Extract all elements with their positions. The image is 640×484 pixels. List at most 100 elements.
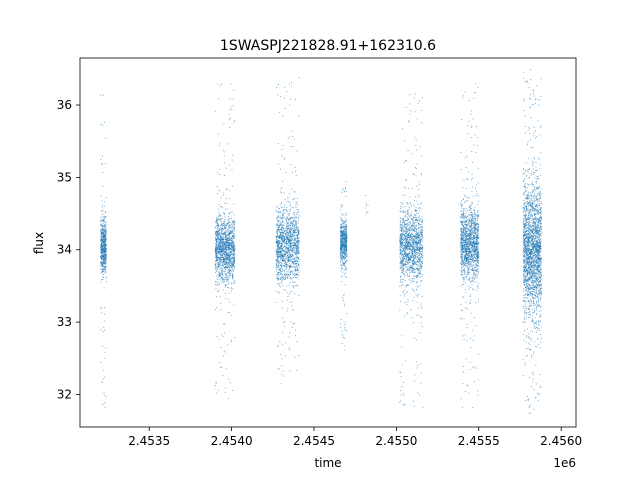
data-point [103,320,105,322]
data-point [220,246,222,248]
data-point [291,266,293,268]
data-point [220,281,222,283]
data-point [219,246,221,248]
data-point [221,207,223,209]
data-point [405,292,407,294]
data-point [223,220,225,222]
data-point [286,238,288,240]
data-point [281,227,283,229]
data-point [104,263,106,265]
data-point [278,111,280,113]
data-point [102,274,105,276]
data-point [276,265,278,267]
data-point [280,373,283,375]
data-point [281,281,283,283]
data-point [342,333,344,335]
data-point [400,252,402,254]
data-point [218,243,221,245]
data-point [231,283,233,285]
data-point [228,276,230,278]
data-point [219,274,222,277]
data-point [276,224,278,226]
data-point [216,224,218,226]
data-point [232,262,234,264]
data-point [293,236,295,238]
data-point [291,246,293,248]
data-point [286,277,288,279]
data-point [341,219,343,221]
data-point [224,266,226,268]
data-point [416,367,418,369]
data-point [345,267,347,269]
data-point [279,247,281,249]
data-point [419,262,421,264]
data-point [418,207,420,209]
data-point [104,245,106,247]
data-point [341,222,343,224]
data-point [292,270,294,272]
data-point [294,285,296,287]
data-point [229,226,231,228]
data-point [228,240,230,242]
data-point [413,199,416,201]
data-point [220,277,222,279]
data-point [277,279,279,281]
data-point [405,205,407,207]
data-point [404,404,406,406]
data-point [217,239,219,241]
data-point [214,237,216,239]
data-point [414,217,416,219]
data-point [103,205,105,207]
data-point [298,355,300,357]
data-point [227,143,229,145]
data-point [234,247,236,249]
data-point [345,224,347,226]
data-point [217,232,219,234]
data-point [229,229,231,232]
data-point [215,238,217,240]
data-point [407,245,409,247]
data-point [218,266,220,268]
data-point [230,247,232,250]
data-point [217,291,219,293]
data-point [293,190,295,192]
data-point [291,259,293,261]
data-point [289,332,291,334]
data-point [103,392,105,394]
data-point [346,313,348,315]
data-point [216,265,218,267]
data-point [234,254,236,256]
data-point [226,236,228,238]
data-point [230,287,232,289]
data-point [232,282,235,284]
data-point [226,266,228,268]
data-point [232,221,234,223]
data-point [230,248,232,251]
data-point [277,216,279,218]
data-point [281,221,283,223]
data-point [220,246,222,248]
data-point [230,253,232,255]
data-point [411,288,413,290]
data-point [219,228,221,230]
data-point [293,138,295,140]
data-point [105,256,107,258]
data-point [399,263,401,265]
data-point [227,262,229,264]
data-point [343,213,345,215]
data-point [101,245,103,247]
data-point [222,238,224,240]
data-point [291,301,293,303]
data-point [410,213,412,216]
data-point [295,335,297,337]
data-point [276,278,278,280]
data-point [217,226,219,228]
data-point [283,208,285,210]
data-point [293,211,296,213]
data-point [216,235,218,237]
data-point [102,245,104,247]
data-point [228,247,230,249]
data-point [282,224,284,226]
data-point [340,276,342,278]
data-point [285,218,287,220]
